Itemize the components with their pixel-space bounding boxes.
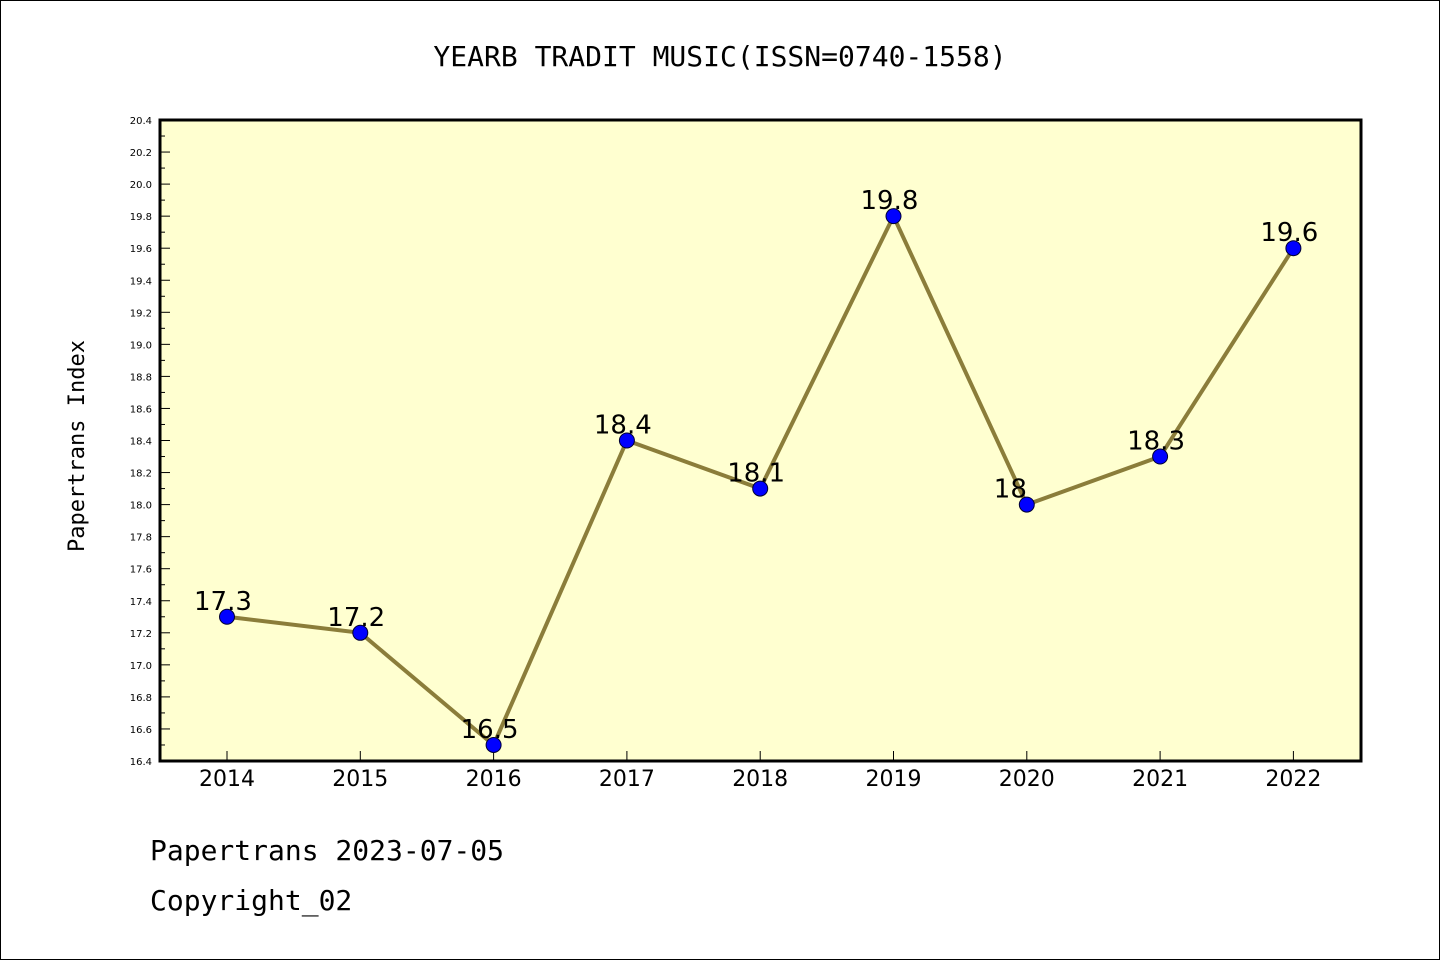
y-tick-label: 18.6 xyxy=(130,404,152,415)
data-point xyxy=(485,736,502,753)
y-tick-label: 17.6 xyxy=(130,565,152,576)
y-tick-label: 18.8 xyxy=(130,372,152,383)
plot-area xyxy=(158,118,1363,763)
y-tick-label: 19.6 xyxy=(130,244,152,255)
y-tick-label: 18.0 xyxy=(130,501,152,512)
footer-copyright: Copyright_02 xyxy=(150,884,353,917)
x-tick-label: 2016 xyxy=(466,767,522,792)
data-label: 16.5 xyxy=(461,715,519,745)
data-point xyxy=(219,608,235,625)
y-tick-label: 19.8 xyxy=(130,212,152,223)
y-tick-label: 20.4 xyxy=(130,116,152,127)
x-tick-label: 2020 xyxy=(999,767,1055,792)
y-tick-label: 20.2 xyxy=(130,148,152,159)
y-tick-label: 19.2 xyxy=(130,308,152,319)
y-axis-ticks: 16.4 16.6 16.8 17.0 17.2 17.4 17.6 17.8 18.0 18.2… xyxy=(130,116,170,768)
data-point xyxy=(618,432,635,449)
data-labels: 17.3 17.2 16.5 18.4 18.1 19.8 18 18.3 19.6 xyxy=(194,186,1318,745)
data-label: 17.2 xyxy=(327,603,385,633)
y-tick-label: 17.2 xyxy=(130,629,152,640)
x-tick-label: 2021 xyxy=(1132,767,1188,792)
y-tick-label: 17.0 xyxy=(130,661,152,672)
x-tick-label: 2017 xyxy=(599,767,655,792)
data-label: 19.8 xyxy=(861,186,919,216)
data-point xyxy=(352,624,369,641)
x-tick-label: 2022 xyxy=(1265,767,1321,792)
data-label: 18 xyxy=(994,475,1027,505)
data-label: 18.3 xyxy=(1127,427,1185,457)
y-tick-label: 16.8 xyxy=(130,693,152,704)
data-point xyxy=(1018,496,1035,513)
data-point xyxy=(1285,240,1302,257)
y-axis-label: Papertrans Index xyxy=(65,340,90,552)
data-label: 19.6 xyxy=(1260,218,1318,248)
x-axis-ticks: 2014 2015 2016 2017 2018 2019 2020 2021 2022 xyxy=(199,751,1321,792)
y-tick-label: 19.4 xyxy=(130,276,152,287)
y-tick-label: 19.0 xyxy=(130,340,152,351)
data-label: 18.1 xyxy=(727,459,785,489)
y-tick-label: 16.4 xyxy=(130,757,152,768)
data-label: 17.3 xyxy=(194,587,252,617)
y-tick-label: 18.2 xyxy=(130,469,152,480)
data-point xyxy=(885,208,902,225)
y-tick-label: 17.8 xyxy=(130,533,152,544)
data-markers xyxy=(219,208,1302,753)
x-tick-label: 2015 xyxy=(332,767,388,792)
footer-date: Papertrans 2023-07-05 xyxy=(150,834,505,867)
y-tick-label: 16.6 xyxy=(130,725,152,736)
y-tick-label: 18.4 xyxy=(130,437,152,448)
x-tick-label: 2018 xyxy=(732,767,788,792)
data-point xyxy=(752,480,769,497)
y-tick-label: 20.0 xyxy=(130,180,152,191)
x-tick-label: 2019 xyxy=(866,767,922,792)
data-label: 18.4 xyxy=(594,411,652,441)
data-point xyxy=(1152,448,1169,465)
chart-title: YEARB TRADIT MUSIC(ISSN=0740-1558) xyxy=(433,40,1006,73)
y-tick-label: 17.4 xyxy=(130,597,152,608)
x-tick-label: 2014 xyxy=(199,767,255,792)
